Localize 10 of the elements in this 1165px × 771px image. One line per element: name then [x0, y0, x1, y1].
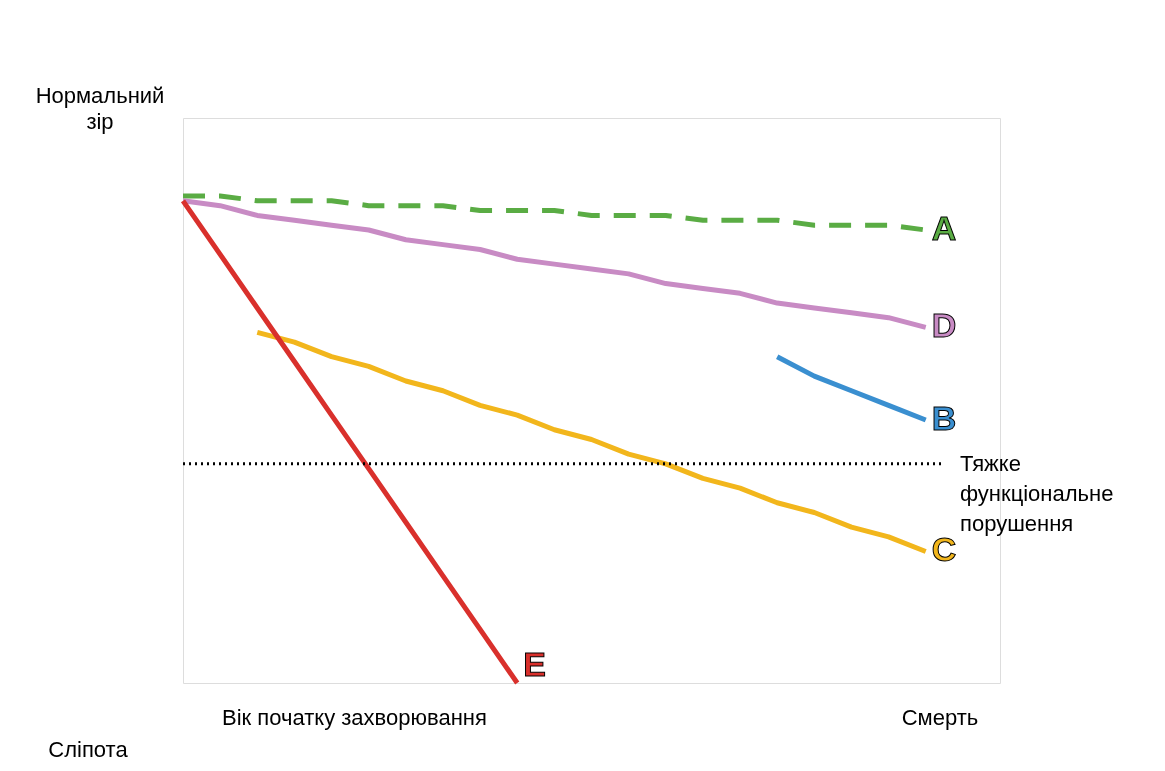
text: Сліпота: [48, 737, 129, 762]
series-label: D: [931, 306, 957, 345]
text: Вік початку захворювання: [222, 705, 487, 730]
series-label: E: [523, 645, 546, 683]
ref-line-label: Тяжке функціональне порушення: [960, 450, 1114, 536]
series-label: B: [931, 398, 957, 437]
series-label: A: [931, 209, 957, 248]
text: Смерть: [901, 705, 979, 730]
text: Нормальний зір: [35, 83, 165, 134]
series-label: C: [931, 530, 957, 569]
